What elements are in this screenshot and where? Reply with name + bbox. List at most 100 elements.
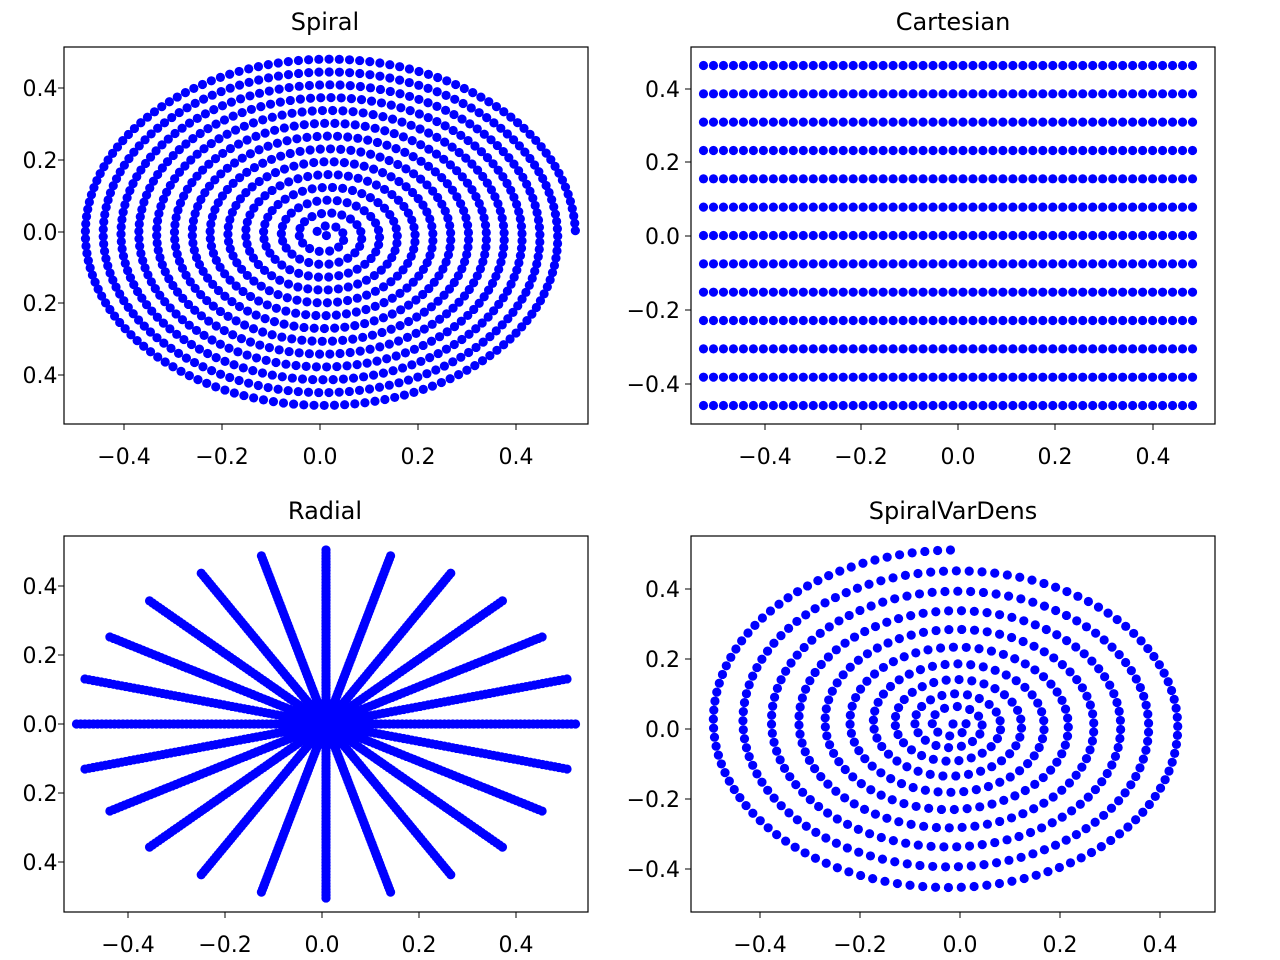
data-point — [728, 315, 739, 326]
data-point — [269, 317, 280, 327]
data-point — [223, 229, 233, 239]
data-point — [802, 581, 813, 591]
data-point — [228, 178, 238, 188]
x-tick: −0.4 — [738, 424, 792, 470]
data-point — [888, 89, 898, 99]
data-point — [738, 400, 749, 411]
data-point — [105, 806, 115, 816]
data-point — [228, 330, 238, 340]
data-point — [844, 610, 854, 621]
data-point — [1098, 400, 1108, 411]
data-point — [355, 81, 366, 92]
data-point — [1118, 287, 1128, 297]
data-point — [1020, 659, 1030, 669]
x-tick: −0.2 — [834, 424, 888, 470]
data-point — [409, 344, 420, 354]
data-point — [918, 608, 928, 618]
data-point — [431, 149, 442, 159]
x-tick-label: 0.0 — [941, 445, 976, 470]
data-point — [453, 271, 463, 281]
data-point — [797, 738, 807, 748]
data-point — [890, 857, 900, 867]
data-point — [215, 369, 226, 379]
data-point — [516, 243, 527, 253]
data-point — [253, 380, 263, 391]
data-point — [307, 184, 317, 194]
data-point — [187, 178, 197, 188]
data-point — [295, 94, 305, 104]
data-point — [820, 598, 830, 608]
data-point — [385, 209, 395, 220]
data-point — [708, 202, 719, 212]
data-point — [1018, 117, 1028, 127]
data-point — [152, 216, 163, 226]
data-point — [456, 316, 466, 326]
data-point — [181, 139, 191, 149]
data-point — [210, 175, 220, 185]
data-point — [207, 90, 217, 100]
data-point — [1068, 400, 1078, 411]
data-point — [862, 676, 872, 686]
data-point — [115, 167, 125, 177]
data-point — [365, 70, 375, 80]
data-point — [241, 224, 251, 234]
data-point — [1128, 174, 1138, 184]
data-point — [323, 169, 333, 180]
data-point — [964, 566, 974, 576]
data-point — [968, 89, 978, 99]
data-point — [541, 180, 551, 191]
data-point — [1002, 835, 1012, 845]
data-point — [1051, 605, 1061, 616]
data-point — [1118, 372, 1128, 382]
data-point — [928, 372, 938, 382]
data-point — [125, 186, 135, 196]
data-point — [165, 303, 175, 313]
data-point — [785, 772, 795, 782]
data-point — [996, 756, 1007, 766]
data-point — [998, 202, 1008, 212]
data-point — [396, 103, 406, 113]
x-tick: 0.4 — [499, 912, 534, 958]
data-point — [752, 662, 762, 673]
data-point — [150, 284, 160, 294]
data-point — [1138, 259, 1148, 269]
data-point — [211, 321, 221, 331]
data-point — [404, 77, 414, 88]
data-point — [234, 301, 245, 312]
data-point — [728, 400, 739, 411]
data-point — [1135, 763, 1145, 773]
data-point — [927, 587, 937, 598]
data-point — [758, 60, 768, 71]
data-point — [844, 867, 854, 877]
data-point — [998, 117, 1008, 127]
data-point — [941, 756, 951, 766]
data-point — [800, 848, 810, 858]
data-point — [304, 80, 314, 91]
data-point — [502, 129, 512, 139]
data-point — [534, 167, 544, 177]
data-point — [329, 400, 340, 410]
data-point — [698, 344, 709, 354]
data-point — [792, 587, 803, 597]
data-point — [216, 169, 226, 179]
data-point — [174, 256, 185, 266]
data-point — [353, 133, 363, 143]
data-point — [499, 228, 509, 238]
data-point — [289, 161, 299, 171]
data-point — [1187, 344, 1198, 354]
data-point — [448, 357, 458, 367]
data-point — [823, 652, 833, 662]
data-point — [143, 270, 153, 280]
data-point — [1034, 742, 1044, 753]
data-point — [858, 400, 868, 411]
data-point — [182, 103, 192, 113]
data-point — [808, 315, 818, 326]
data-point — [899, 652, 909, 662]
data-point — [1167, 372, 1178, 382]
data-point — [157, 140, 167, 150]
data-point — [1128, 89, 1138, 99]
data-point — [289, 321, 299, 331]
data-point — [271, 357, 281, 368]
data-point — [81, 211, 92, 222]
data-point — [931, 740, 941, 751]
